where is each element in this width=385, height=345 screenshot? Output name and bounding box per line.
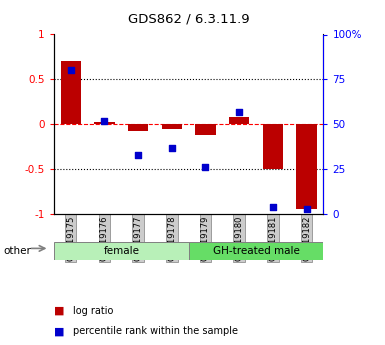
Text: other: other bbox=[4, 246, 32, 256]
Bar bbox=[94, 122, 115, 124]
Point bbox=[303, 206, 310, 211]
Point bbox=[236, 109, 242, 115]
Text: log ratio: log ratio bbox=[73, 306, 114, 315]
Text: ■: ■ bbox=[54, 306, 64, 315]
Bar bbox=[296, 124, 316, 209]
Point bbox=[135, 152, 141, 157]
Bar bbox=[61, 61, 81, 124]
Point bbox=[203, 165, 209, 170]
Bar bbox=[189, 241, 323, 260]
Text: GDS862 / 6.3.11.9: GDS862 / 6.3.11.9 bbox=[128, 12, 249, 25]
Point bbox=[101, 118, 107, 124]
Text: GH-treated male: GH-treated male bbox=[213, 246, 300, 256]
Text: percentile rank within the sample: percentile rank within the sample bbox=[73, 326, 238, 336]
Bar bbox=[54, 241, 189, 260]
Bar bbox=[162, 124, 182, 129]
Bar bbox=[196, 124, 216, 135]
Text: ■: ■ bbox=[54, 326, 64, 336]
Bar bbox=[128, 124, 148, 131]
Point bbox=[68, 68, 74, 73]
Point bbox=[169, 145, 175, 150]
Point bbox=[270, 204, 276, 209]
Bar bbox=[229, 117, 249, 124]
Text: female: female bbox=[103, 246, 139, 256]
Bar bbox=[263, 124, 283, 169]
